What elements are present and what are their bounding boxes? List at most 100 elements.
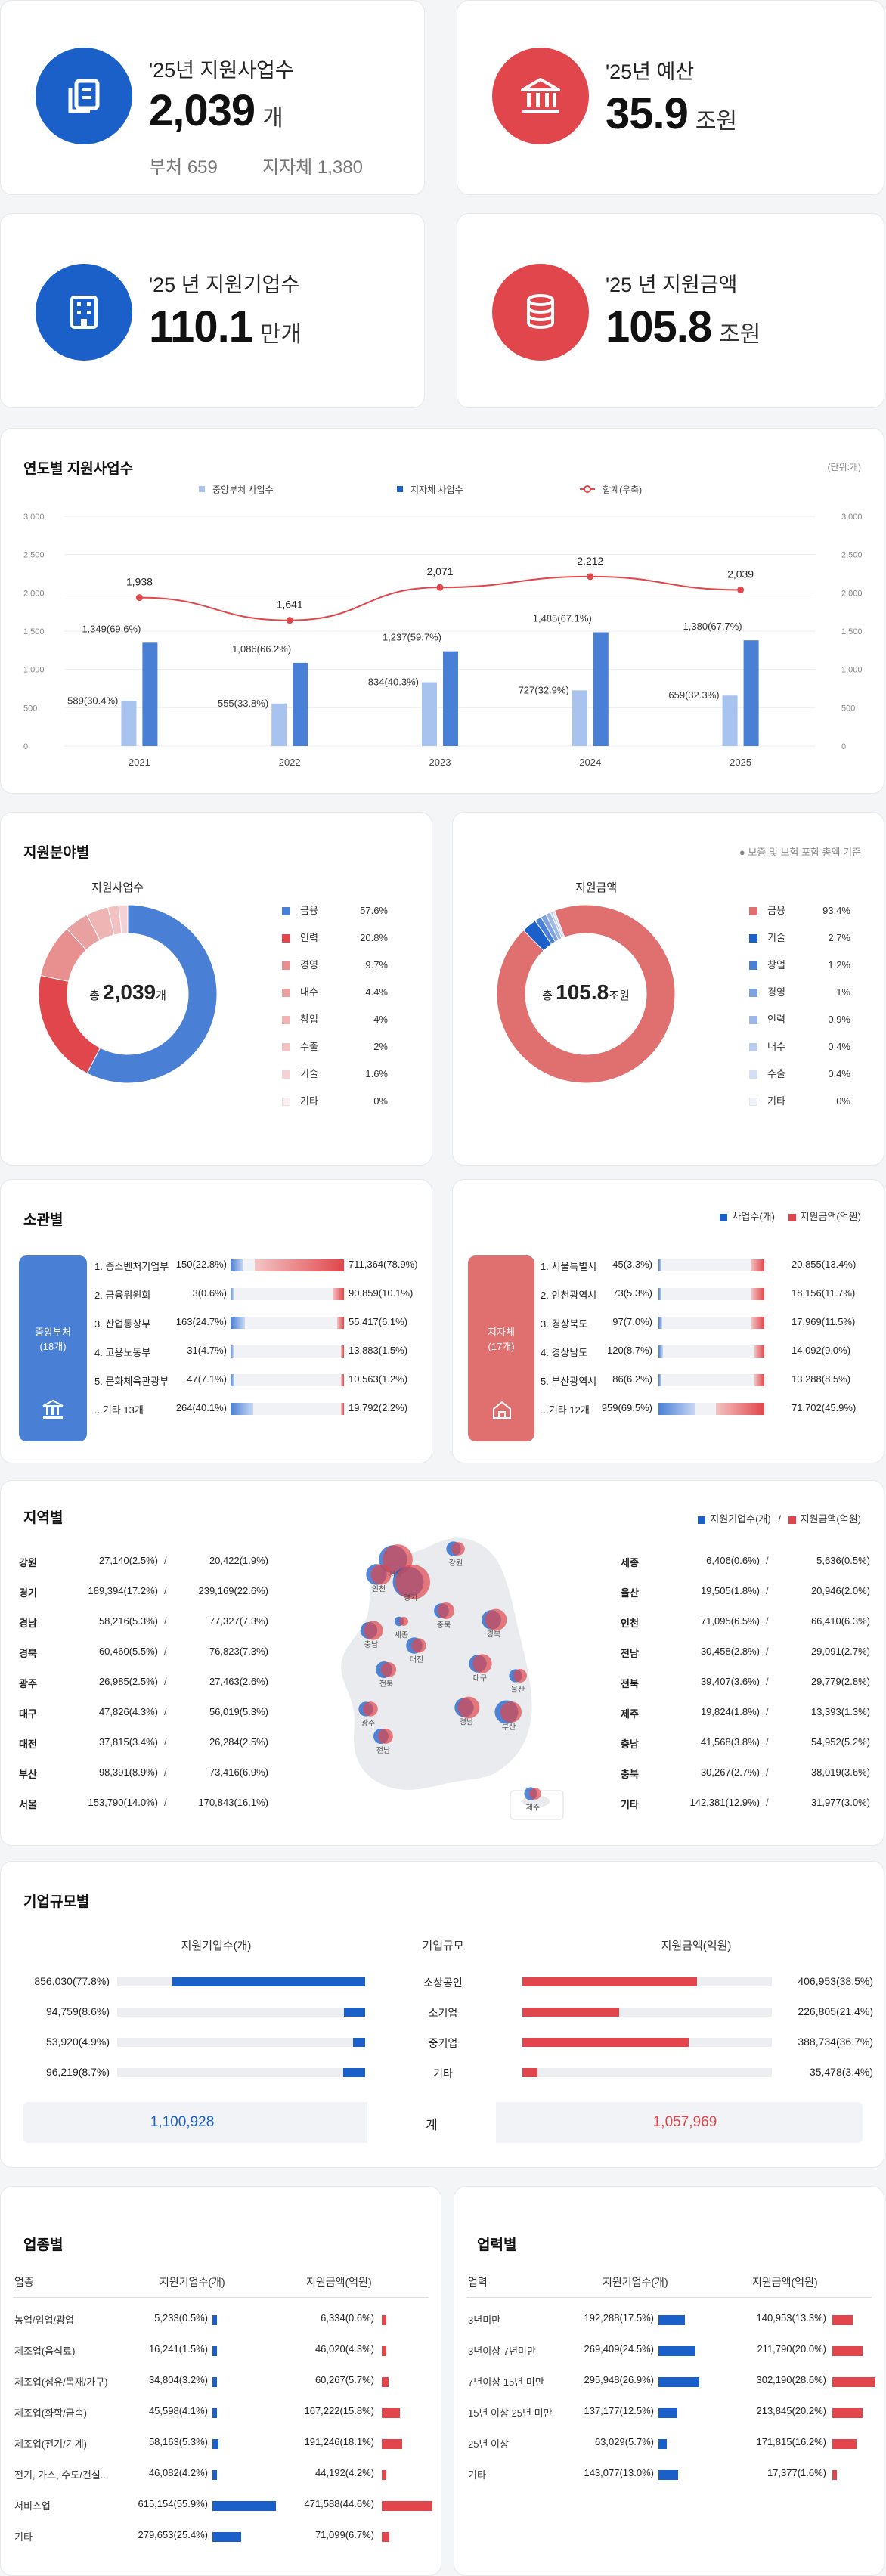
region-companies: 153,790(14.0%) [88, 1797, 158, 1808]
row-label: 3년미만 [468, 2314, 501, 2326]
size-bar-amount [522, 2068, 538, 2077]
legend-label: 창업 [300, 1014, 318, 1025]
y-tick-left: 0 [23, 742, 28, 751]
agency-count: 45(3.3%) [612, 1259, 652, 1270]
region-companies: 98,391(8.9%) [98, 1766, 158, 1778]
row-bar-companies [212, 2408, 218, 2418]
row-companies: 34,804(3.2%) [148, 2374, 208, 2386]
region-amount: 54,952(5.2%) [810, 1736, 870, 1748]
row-companies: 58,163(5.3%) [148, 2436, 208, 2448]
legend-item: 수출 2% [282, 1039, 388, 1054]
col-header-career: 업력 [468, 2276, 488, 2288]
legend-item: 창업 1.2% [749, 958, 850, 973]
row-bar-amount [832, 2408, 863, 2418]
size-track-amount [522, 1977, 772, 1986]
map-label: 강원 [449, 1559, 463, 1568]
row-amount: 213,845(20.2%) [756, 2405, 826, 2417]
legend-item: 금융 93.4% [749, 903, 850, 918]
row-amount: 140,953(13.3%) [756, 2312, 826, 2324]
region-list-right: 세종 6,406(0.6%) / 5,636(0.5%) 울산 19,505(1.8%) /… [621, 1555, 870, 1827]
row-amount: 211,790(20.0%) [757, 2343, 826, 2355]
row-amount: 191,246(18.1%) [304, 2436, 374, 2448]
legend-item: 기술 1.6% [282, 1067, 388, 1082]
agency-count: 3(0.6%) [192, 1287, 227, 1299]
total-point [135, 594, 143, 602]
region-amount: 73,416(6.9%) [209, 1766, 268, 1778]
size-rows: 856,030(77.8%) 소상공인 406,953(38.5%) 94,759(8… [1, 1975, 885, 2111]
agency-bar [231, 1259, 344, 1271]
row-bar-companies [658, 2439, 668, 2449]
section-title: 지역별 [23, 1510, 64, 1526]
agency-amount: 90,859(10.1%) [349, 1287, 414, 1299]
legend-swatch-companies [698, 1516, 706, 1524]
map-label: 전남 [376, 1746, 390, 1755]
region-sep: / [164, 1555, 167, 1566]
bar-central [572, 690, 587, 746]
donut-slice [496, 904, 676, 1084]
legend-swatch [749, 961, 757, 970]
legend-value: 20.8% [360, 932, 388, 943]
size-bar-companies [343, 2008, 365, 2017]
x-tick: 2025 [730, 757, 751, 768]
legend-value: 2.7% [828, 932, 850, 943]
agency-name: ...기타 13개 [94, 1404, 144, 1416]
agency-name: 3. 산업통상부 [94, 1318, 151, 1330]
region-name: 대전 [19, 1738, 37, 1750]
size-track-amount [522, 2008, 772, 2017]
legend-label: 수출 [300, 1041, 318, 1052]
row-label: 25년 이상 [468, 2438, 509, 2450]
col-header-companies: 지원기업수(개) [181, 1940, 252, 1952]
region-name: 대구 [19, 1708, 37, 1720]
bar-local [443, 651, 458, 746]
agency-count: 73(5.3%) [612, 1287, 652, 1299]
legend-item: 내수 4.4% [282, 985, 388, 1000]
agency-amount: 14,092(9.0%) [792, 1345, 851, 1356]
col-header-industry: 업종 [14, 2276, 34, 2288]
map-bubble-amount [370, 1564, 392, 1585]
data-label-local: 1,380(67.7%) [683, 621, 742, 632]
map-bubble-amount [500, 1701, 522, 1723]
region-sep: / [164, 1797, 167, 1808]
agency-name: 5. 문화체육관광부 [94, 1376, 169, 1387]
col-header-companies: 지원기업수(개) [160, 2276, 225, 2288]
agency-amount: 711,364(78.9%) [349, 1259, 418, 1270]
legend-value: 4% [373, 1014, 388, 1025]
map-bubble-amount [378, 1729, 393, 1744]
row-bar-companies [658, 2408, 677, 2418]
row-label: 제조업(화학/금속) [14, 2407, 87, 2419]
legend-value: 1.6% [365, 1068, 388, 1079]
row-label: 7년이상 15년 미만 [468, 2376, 544, 2388]
region-companies: 19,824(1.8%) [700, 1706, 760, 1717]
kpi-label: '25년 지원사업수 [149, 59, 294, 82]
legend-value: 0% [373, 1095, 388, 1107]
legend-swatch-amount [788, 1213, 796, 1221]
local-list: 1. 서울특별시 45(3.3%) 20,855(13.4%) 2. 인천광역시 73(… [541, 1259, 873, 1447]
y-tick-right: 500 [841, 704, 855, 713]
map-bubble-amount [380, 1661, 397, 1678]
agency-bar [658, 1288, 764, 1300]
region-companies: 142,381(12.9%) [689, 1797, 760, 1808]
legend-swatch [282, 907, 290, 915]
size-amount-value: 226,805(21.4%) [798, 2005, 873, 2017]
data-label-central: 589(30.4%) [67, 695, 118, 706]
row-bar-amount [832, 2470, 837, 2480]
agency-count: 264(40.1%) [175, 1402, 227, 1413]
y-tick-right: 1,500 [841, 627, 863, 636]
row-bar-companies [658, 2315, 685, 2325]
legend-item: 기술 2.7% [749, 930, 850, 946]
y-tick-left: 2,500 [23, 551, 45, 560]
region-sep: / [164, 1766, 167, 1778]
y-tick-left: 3,000 [23, 512, 45, 522]
size-track-amount [522, 2038, 772, 2047]
agency-left-card: 소관별 중앙부처 (18개) 1. 중소벤처기업부 150(22.8%) 711,3… [0, 1179, 432, 1463]
donut-slice [552, 909, 565, 939]
region-sep: / [164, 1615, 167, 1627]
y-tick-right: 3,000 [841, 512, 863, 522]
kpi-card-budget: '25년 예산 35.9 조원 [457, 0, 884, 195]
region-companies: 41,568(3.8%) [700, 1736, 760, 1748]
size-bar-companies [343, 2068, 365, 2077]
map-label: 부산 [502, 1723, 516, 1732]
agency-bar [231, 1403, 344, 1415]
local-label: 지자체 (17개) [488, 1327, 515, 1352]
agency-amount: 13,883(1.5%) [349, 1345, 408, 1356]
